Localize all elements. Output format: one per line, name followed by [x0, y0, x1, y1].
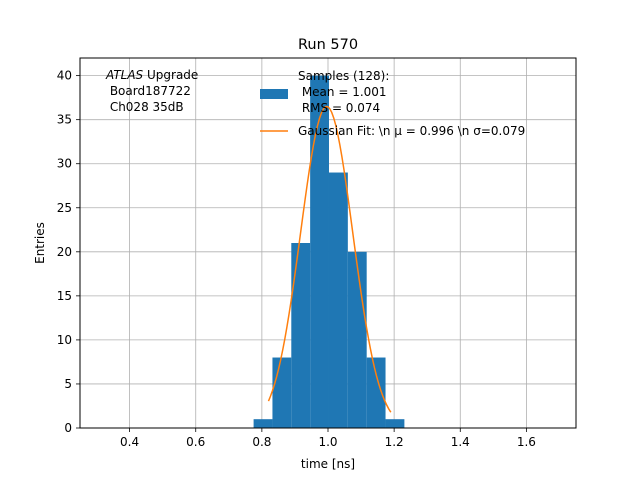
histogram-bars: [253, 75, 405, 428]
y-tick-label: 0: [64, 421, 72, 435]
upgrade-label: Upgrade: [143, 68, 198, 82]
legend-histogram-swatch: [260, 89, 288, 99]
x-tick-label: 1.6: [517, 435, 536, 449]
histogram-bar: [291, 243, 311, 428]
x-tick-label: 0.4: [120, 435, 139, 449]
histogram-bar: [347, 251, 367, 428]
histogram-bar: [310, 75, 329, 428]
svg-text:ATLAS Upgrade: ATLAS Upgrade: [105, 68, 198, 82]
y-tick-label: 35: [57, 113, 72, 127]
x-axis-label: time [ns]: [301, 457, 355, 471]
legend-histogram-line-2: Mean = 1.001: [298, 85, 387, 99]
y-tick-label: 25: [57, 201, 72, 215]
y-tick-label: 15: [57, 289, 72, 303]
gaussian-fit-line: [267, 105, 392, 413]
histogram-bar: [253, 419, 273, 428]
atlas-annotation: ATLAS Upgrade Board187722 Ch028 35dB: [105, 68, 198, 114]
legend: Samples (128): Mean = 1.001 RMS = 0.074 …: [260, 69, 525, 138]
channel-label: Ch028 35dB: [106, 100, 184, 114]
gaussian-fit: [267, 105, 392, 413]
y-tick-label: 5: [64, 377, 72, 391]
y-tick-label: 20: [57, 245, 72, 259]
y-axis-label: Entries: [33, 222, 47, 264]
board-label: Board187722: [106, 84, 191, 98]
x-tick-label: 1.0: [318, 435, 337, 449]
y-tick-label: 40: [57, 69, 72, 83]
y-tick-label: 30: [57, 157, 72, 171]
x-tick-label: 1.4: [451, 435, 470, 449]
histogram-bar: [366, 357, 386, 428]
legend-fit-label: Gaussian Fit: \n μ = 0.996 \n σ=0.079: [298, 124, 525, 138]
x-tick-label: 0.8: [252, 435, 271, 449]
x-tick-label: 0.6: [186, 435, 205, 449]
legend-histogram-line-3: RMS = 0.074: [298, 101, 380, 115]
y-tick-label: 10: [57, 333, 72, 347]
x-tick-label: 1.2: [385, 435, 404, 449]
chart-title: Run 570: [298, 37, 358, 53]
histogram-bar: [328, 172, 348, 428]
legend-histogram-line-1: Samples (128):: [298, 69, 389, 83]
histogram-bar: [385, 419, 405, 428]
atlas-label: ATLAS: [105, 68, 144, 82]
histogram-bar: [272, 357, 292, 428]
axis-ticks: 0.4 0.6 0.8 1.0 1.2 1.4 1.6 0 5 10 15 20 25 30 35 40: [57, 69, 536, 449]
